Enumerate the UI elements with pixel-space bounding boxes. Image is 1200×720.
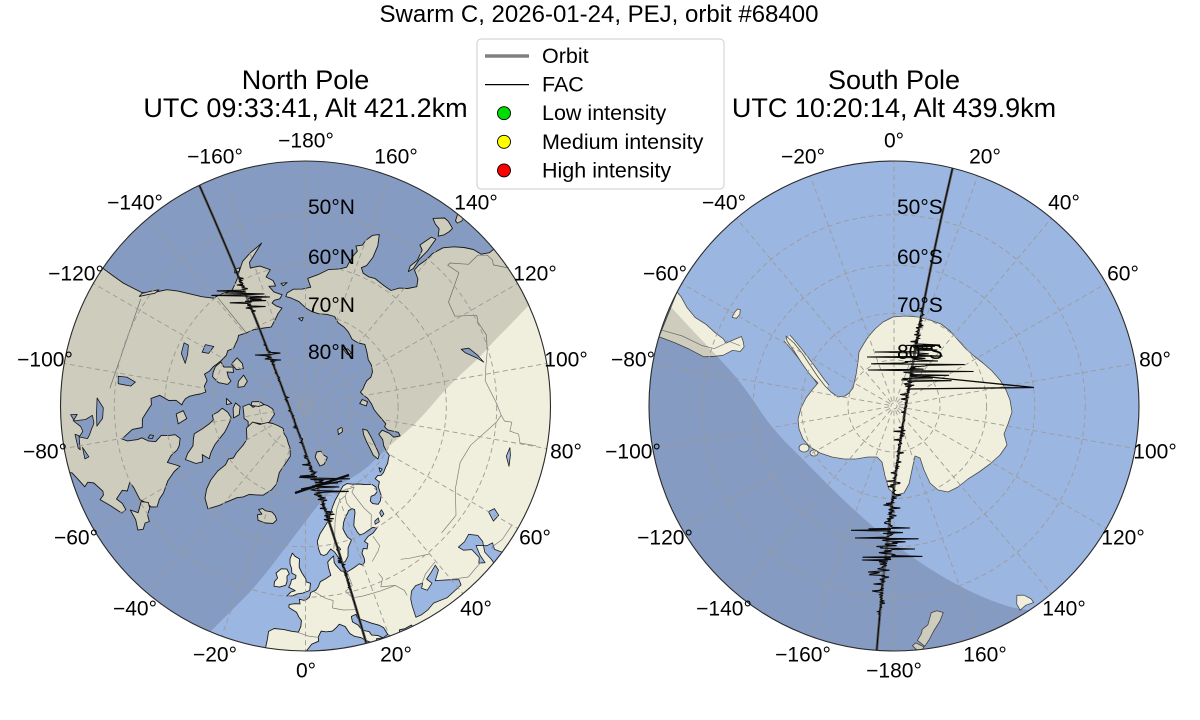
svg-text:High intensity: High intensity: [542, 158, 671, 182]
svg-text:80°: 80°: [550, 441, 582, 464]
svg-text:60°S: 60°S: [897, 246, 943, 269]
svg-text:−20°: −20°: [193, 644, 237, 667]
svg-text:−140°: −140°: [107, 192, 163, 215]
svg-text:Low intensity: Low intensity: [542, 101, 667, 125]
svg-text:−40°: −40°: [113, 598, 157, 621]
svg-text:−60°: −60°: [54, 527, 98, 550]
svg-text:140°: 140°: [1042, 598, 1085, 621]
svg-text:80°N: 80°N: [308, 341, 355, 364]
svg-text:100°: 100°: [544, 349, 587, 372]
svg-text:160°: 160°: [963, 644, 1006, 667]
svg-text:−120°: −120°: [48, 263, 104, 286]
svg-text:120°: 120°: [513, 263, 556, 286]
svg-text:Medium intensity: Medium intensity: [542, 130, 704, 154]
svg-text:50°S: 50°S: [897, 196, 943, 219]
svg-text:−80°: −80°: [23, 441, 67, 464]
svg-text:0°: 0°: [296, 660, 316, 683]
svg-text:FAC: FAC: [542, 73, 584, 97]
svg-text:North Pole: North Pole: [242, 65, 370, 95]
svg-text:Orbit: Orbit: [542, 44, 589, 68]
svg-text:140°: 140°: [454, 192, 497, 215]
svg-text:40°: 40°: [1048, 192, 1080, 215]
svg-text:70°N: 70°N: [308, 294, 355, 317]
svg-text:−20°: −20°: [781, 146, 825, 169]
svg-text:50°N: 50°N: [308, 196, 355, 219]
svg-text:70°S: 70°S: [897, 294, 943, 317]
svg-text:100°: 100°: [1133, 441, 1176, 464]
svg-text:−80°: −80°: [611, 349, 655, 372]
svg-text:UTC 09:33:41, Alt 421.2km: UTC 09:33:41, Alt 421.2km: [143, 93, 467, 123]
svg-text:−140°: −140°: [696, 598, 752, 621]
svg-text:−180°: −180°: [866, 660, 922, 683]
svg-text:−160°: −160°: [775, 644, 831, 667]
svg-text:−100°: −100°: [17, 349, 73, 372]
svg-text:−120°: −120°: [637, 527, 693, 550]
svg-text:−60°: −60°: [643, 263, 687, 286]
svg-text:60°: 60°: [519, 527, 551, 550]
svg-text:60°N: 60°N: [308, 246, 355, 269]
svg-text:60°: 60°: [1107, 263, 1139, 286]
svg-text:Swarm C, 2026-01-24, PEJ, orbi: Swarm C, 2026-01-24, PEJ, orbit #68400: [380, 1, 819, 28]
svg-text:0°: 0°: [884, 130, 904, 153]
svg-text:20°: 20°: [380, 644, 412, 667]
svg-text:−160°: −160°: [187, 146, 243, 169]
svg-text:80°: 80°: [1139, 349, 1171, 372]
svg-text:40°: 40°: [460, 598, 492, 621]
svg-text:160°: 160°: [374, 146, 417, 169]
svg-text:120°: 120°: [1101, 527, 1144, 550]
svg-text:20°: 20°: [969, 146, 1001, 169]
svg-text:South Pole: South Pole: [828, 65, 960, 95]
svg-text:−180°: −180°: [278, 130, 334, 153]
svg-text:−40°: −40°: [702, 192, 746, 215]
svg-text:UTC 10:20:14, Alt 439.9km: UTC 10:20:14, Alt 439.9km: [732, 93, 1056, 123]
svg-text:−100°: −100°: [605, 441, 661, 464]
svg-text:80°S: 80°S: [897, 341, 943, 364]
